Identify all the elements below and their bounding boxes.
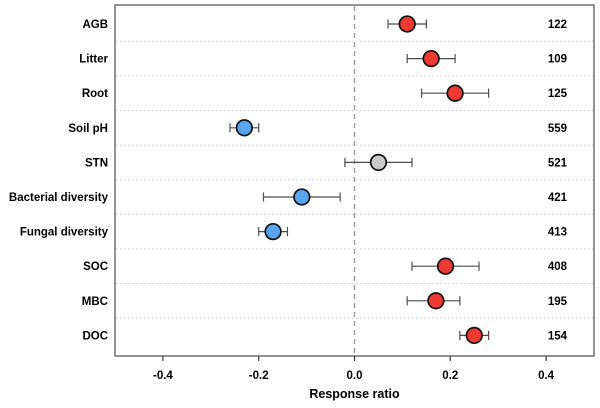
point-marker <box>446 84 464 102</box>
point-marker <box>369 153 388 172</box>
category-label: SOC <box>83 261 108 273</box>
sample-size-label: 122 <box>548 19 567 31</box>
point-marker <box>465 326 483 345</box>
point-marker <box>293 188 311 206</box>
sample-size-label: 109 <box>548 54 567 66</box>
sample-size-label: 154 <box>548 330 568 342</box>
category-label: Litter <box>79 54 108 66</box>
point-marker <box>235 119 253 137</box>
category-label: MBC <box>82 296 108 308</box>
sample-size-label: 125 <box>548 88 568 100</box>
category-label: STN <box>85 157 108 169</box>
point-marker <box>436 257 455 275</box>
category-label: Fungal diversity <box>20 227 109 239</box>
sample-size-label: 195 <box>548 296 568 308</box>
category-label: DOC <box>82 330 108 342</box>
category-label: Bacterial diversity <box>9 192 109 204</box>
sample-size-label: 559 <box>548 123 567 135</box>
point-marker <box>422 49 440 68</box>
category-label: Root <box>82 88 108 100</box>
x-axis-title: Response ratio <box>309 387 400 401</box>
point-marker <box>427 292 445 310</box>
x-tick-label: 0.2 <box>442 370 458 382</box>
point-marker <box>398 15 416 33</box>
sample-size-label: 521 <box>548 157 568 169</box>
sample-size-label: 413 <box>548 227 567 239</box>
sample-size-label: 421 <box>548 192 568 204</box>
category-label: AGB <box>82 19 108 31</box>
x-tick-label: 0.0 <box>347 370 363 382</box>
point-marker <box>264 222 282 241</box>
x-tick-label: -0.2 <box>249 370 269 382</box>
sample-size-label: 408 <box>548 261 568 273</box>
category-label: Soil pH <box>68 123 108 135</box>
x-tick-label: -0.4 <box>153 370 173 382</box>
x-tick-label: 0.4 <box>538 370 555 382</box>
